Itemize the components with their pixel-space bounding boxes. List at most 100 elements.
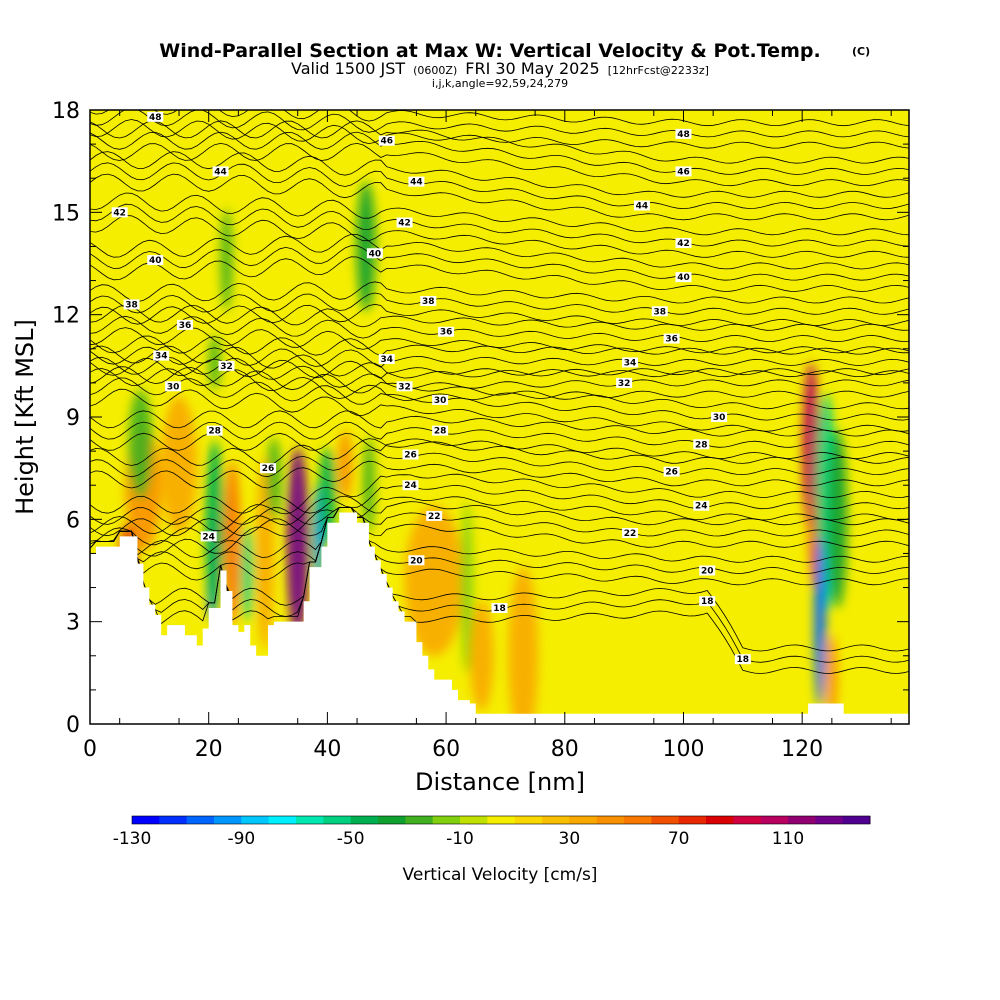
potential-temperature-labels: 48 46 48 44 46 44 42 44 42 42 40 40 40 38 38 38 36 36 36 34…: [111, 111, 751, 665]
theta-label: 42: [675, 238, 692, 249]
theta-contour-line: [90, 281, 909, 304]
theta-label-bg: [260, 463, 277, 474]
theta-label-bg: [432, 425, 449, 436]
y-tick-label: 6: [66, 508, 80, 533]
theta-label: 24: [200, 531, 217, 542]
grid-params: i,j,k,angle=92,59,24,279: [432, 77, 568, 90]
colorbar-swatch: [214, 816, 242, 824]
colorbar-tick-label: -50: [337, 829, 365, 849]
theta-label-bg: [378, 354, 395, 365]
theta-label-bg: [212, 166, 229, 177]
theta-label-bg: [633, 200, 650, 211]
theta-contour-line: [90, 215, 909, 258]
colorbar-swatch: [706, 816, 734, 824]
velocity-cell: [356, 181, 376, 312]
x-tick-label: 100: [662, 737, 704, 762]
y-tick-label: 15: [52, 201, 80, 226]
theta-contour-line: [90, 356, 909, 390]
theta-label-bg: [366, 248, 383, 259]
x-tick-label: 120: [781, 737, 823, 762]
theta-label-bg: [663, 333, 680, 344]
theta-label-bg: [491, 603, 508, 614]
theta-contour-line: [90, 507, 909, 586]
theta-label-bg: [176, 319, 193, 330]
copyright-mark: (C): [852, 45, 870, 58]
theta-label-bg: [693, 439, 710, 450]
velocity-cell: [338, 430, 353, 499]
theta-contour-line: [90, 327, 909, 354]
theta-contour-line: [90, 377, 909, 421]
theta-contour-line: [90, 203, 909, 247]
velocity-cell: [205, 440, 225, 612]
theta-label-bg: [420, 296, 437, 307]
theta-label: 40: [675, 272, 692, 283]
theta-label-text: 26: [665, 468, 678, 478]
theta-label-bg: [378, 135, 395, 146]
theta-contour-line: [90, 303, 909, 327]
theta-contour-line: [90, 460, 909, 489]
theta-label: 30: [165, 381, 182, 392]
theta-contour-line: [90, 110, 909, 138]
colorbar-swatch: [323, 816, 352, 824]
theta-label-bg: [396, 381, 413, 392]
plot-area: 48 46 48 44 46 44 42 44 42 42 40 40 40 38 38 38 36 36 36 34…: [90, 110, 909, 724]
velocity-cell: [508, 567, 539, 724]
theta-label-bg: [147, 111, 164, 122]
colorbar-swatch: [296, 816, 324, 824]
velocity-cell: [266, 437, 282, 520]
theta-label-text: 48: [149, 113, 162, 123]
terrain: [90, 512, 909, 724]
theta-contour-line: [90, 315, 909, 343]
velocity-cell: [241, 526, 254, 622]
theta-label-text: 42: [113, 208, 126, 218]
colorbar-swatch: [241, 816, 270, 824]
colorbar-tick-label: 110: [772, 829, 804, 849]
theta-label: 26: [402, 449, 419, 461]
theta-label-bg: [699, 596, 716, 607]
theta-label: 48: [675, 128, 692, 140]
theta-label: 32: [396, 381, 413, 392]
colorbar-swatch: [350, 816, 379, 824]
theta-contour-line: [90, 233, 909, 270]
theta-label-bg: [675, 166, 692, 177]
theta-contour-line: [90, 421, 909, 448]
theta-label-text: 18: [493, 604, 506, 614]
x-tick-label: 0: [83, 737, 97, 762]
theta-label-bg: [693, 500, 710, 511]
colorbar-swatch: [186, 816, 215, 824]
y-tick-label: 18: [52, 99, 80, 124]
theta-label: 20: [408, 555, 425, 566]
theta-label: 44: [408, 176, 425, 188]
colorbar-swatch: [788, 816, 816, 824]
theta-label-bg: [402, 449, 419, 460]
colorbar-swatch: [569, 816, 598, 824]
colorbar-tick-label: 70: [668, 829, 690, 849]
velocity-cell: [404, 505, 464, 656]
theta-label-text: 24: [202, 532, 215, 542]
colorbar-swatch: [624, 816, 652, 824]
theta-label: 42: [111, 207, 128, 218]
chart-title: Wind-Parallel Section at Max W: Vertical…: [159, 40, 820, 62]
theta-label-text: 40: [149, 256, 162, 266]
theta-contour-line: [90, 495, 909, 526]
theta-label: 18: [734, 654, 751, 665]
theta-label-bg: [402, 480, 419, 491]
theta-label: 18: [491, 603, 508, 614]
colorbar-tick-label: -10: [446, 829, 474, 849]
theta-label-bg: [663, 466, 680, 477]
velocity-cell: [825, 635, 838, 718]
colorbar-swatch: [815, 816, 844, 824]
colorbar-swatch: [460, 816, 488, 824]
theta-label-text: 36: [179, 321, 192, 331]
theta-contour-line: [90, 119, 909, 149]
theta-label-bg: [396, 217, 413, 228]
theta-label-text: 36: [665, 335, 678, 345]
theta-label: 36: [663, 333, 680, 345]
theta-label: 24: [693, 500, 710, 512]
theta-contour-line: [90, 173, 909, 221]
theta-contour-line: [90, 192, 909, 236]
theta-contour-line: [90, 151, 909, 198]
theta-label-bg: [408, 555, 425, 566]
theta-label-text: 38: [125, 300, 138, 310]
theta-label-text: 20: [701, 567, 714, 577]
